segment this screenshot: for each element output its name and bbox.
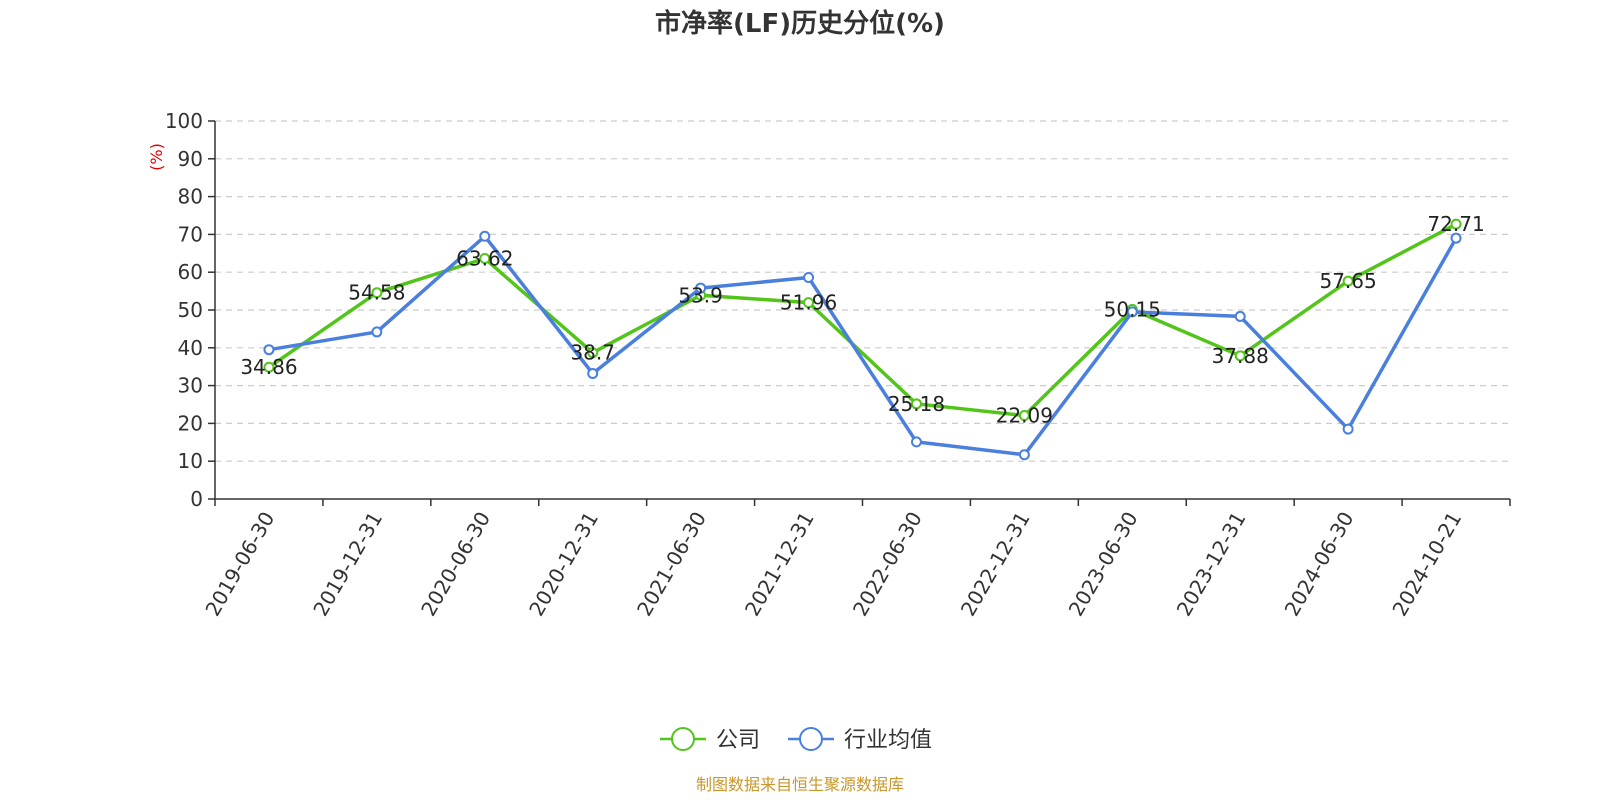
legend-item-1[interactable]: 行业均值 [788, 727, 932, 753]
data-label: 25.18 [888, 392, 945, 416]
x-tick-label: 2021-06-30 [632, 508, 711, 621]
y-tick-label: 90 [178, 147, 203, 171]
y-tick-label: 40 [178, 336, 203, 360]
x-axis-ticks: 2019-06-30 2019-12-31 2020-06-30 2020-12-31… [200, 499, 1511, 621]
data-label: 53.9 [678, 283, 723, 307]
data-label: 51.96 [780, 291, 837, 315]
x-tick-label: 2019-06-30 [200, 508, 279, 621]
data-labels: 34.86 54.58 63.62 38.7 53.9 51.96 25.18 22.09 50… [240, 212, 1484, 427]
y-tick-label: 60 [178, 260, 203, 284]
x-tick-label: 2024-10-21 [1387, 508, 1466, 621]
series-0 [263, 218, 1462, 421]
data-point[interactable] [1234, 310, 1246, 322]
y-axis-unit: (%) [147, 143, 166, 171]
data-point[interactable] [1018, 449, 1030, 461]
data-label: 37.88 [1212, 344, 1269, 368]
data-label: 22.09 [996, 403, 1053, 427]
chart-title: 市净率(LF)历史分位(%) [655, 8, 945, 39]
legend-marker [799, 727, 823, 751]
series-line [268, 234, 1458, 457]
x-tick-label: 2019-12-31 [308, 508, 387, 621]
data-label: 72.71 [1427, 212, 1484, 236]
data-point[interactable] [1018, 409, 1030, 421]
data-label: 34.86 [240, 355, 297, 379]
data-point[interactable] [371, 326, 383, 338]
data-point[interactable] [1342, 423, 1354, 435]
data-point[interactable] [1234, 350, 1246, 362]
y-tick-label: 70 [178, 222, 203, 246]
y-tick-label: 30 [178, 374, 203, 398]
x-tick-label: 2023-12-31 [1172, 508, 1251, 621]
x-tick-label: 2020-12-31 [524, 508, 603, 621]
legend-label: 公司 [716, 728, 760, 753]
data-point[interactable] [587, 368, 599, 380]
data-point[interactable] [1342, 275, 1354, 287]
legend[interactable]: 公司 行业均值 [660, 727, 932, 753]
source-note: 制图数据来自恒生聚源数据库 [696, 775, 904, 794]
y-tick-label: 100 [165, 109, 203, 133]
series-line [267, 222, 1457, 418]
data-label: 57.65 [1319, 269, 1376, 293]
data-label: 50.15 [1104, 297, 1161, 321]
data-label: 63.62 [456, 247, 513, 271]
x-tick-label: 2022-06-30 [848, 507, 927, 620]
x-tick-label: 2021-12-31 [740, 508, 819, 621]
data-label: 54.58 [348, 281, 405, 305]
y-axis-ticks: 0 10 20 30 40 50 60 70 80 90 100 [165, 109, 215, 511]
series-group [263, 218, 1462, 461]
y-tick-label: 80 [178, 185, 203, 209]
data-label: 38.7 [570, 341, 615, 365]
data-point[interactable] [803, 297, 815, 309]
data-point[interactable] [910, 398, 922, 410]
y-tick-label: 50 [178, 298, 203, 322]
y-tick-label: 0 [190, 487, 203, 511]
y-tick-label: 20 [178, 411, 203, 435]
y-tick-label: 10 [178, 449, 203, 473]
data-point[interactable] [263, 344, 275, 356]
data-point[interactable] [1450, 232, 1462, 244]
legend-item-0[interactable]: 公司 [660, 727, 760, 753]
x-tick-label: 2022-12-31 [956, 508, 1035, 621]
x-tick-label: 2024-06-30 [1280, 508, 1359, 621]
data-point[interactable] [587, 347, 599, 359]
series-1 [263, 230, 1462, 461]
data-point[interactable] [371, 287, 383, 299]
data-point[interactable] [263, 361, 275, 373]
data-point[interactable] [479, 253, 491, 265]
data-point[interactable] [910, 436, 922, 448]
legend-label: 行业均值 [844, 728, 932, 753]
x-tick-label: 2020-06-30 [416, 507, 495, 620]
grid-lines [215, 120, 1510, 462]
data-point[interactable] [695, 282, 707, 294]
data-point[interactable] [1126, 306, 1138, 318]
x-tick-label: 2023-06-30 [1064, 508, 1143, 621]
data-point[interactable] [479, 230, 491, 242]
data-point[interactable] [803, 271, 815, 283]
legend-marker [671, 727, 695, 751]
data-point[interactable] [1450, 218, 1462, 230]
